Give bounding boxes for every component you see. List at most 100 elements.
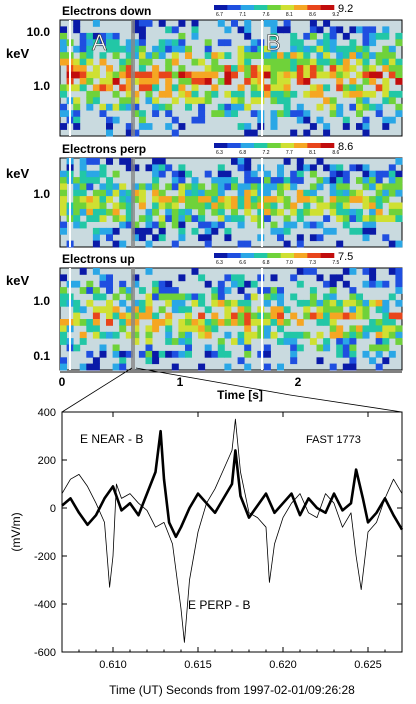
spectrogram-cell [356, 103, 363, 111]
spectrogram-cell [79, 208, 87, 216]
spectrogram-cell [132, 189, 140, 197]
spectrogram-cell [237, 103, 245, 111]
spectrogram-cell [112, 344, 120, 352]
spectrogram-cell [375, 52, 383, 59]
spectrogram-cell [356, 71, 363, 79]
spectrogram-cell [263, 52, 271, 59]
spectrogram-cell [224, 227, 232, 235]
spectrogram-cell [296, 268, 304, 275]
spectrogram-cell [145, 293, 153, 301]
spectrogram-cell [185, 97, 192, 105]
spectrogram-cell [356, 26, 363, 34]
spectrogram-cell [99, 103, 107, 111]
spectrogram-cell [362, 116, 370, 124]
spectrogram-cell [73, 177, 81, 184]
spectrogram-cell [349, 39, 357, 47]
spectrogram-cell [92, 71, 100, 79]
spectrogram-cell [132, 325, 140, 333]
spectrogram-cell [349, 363, 357, 371]
spectrogram-cell [342, 338, 350, 345]
spectrogram-cell [283, 110, 291, 117]
spectrogram-cell [60, 325, 67, 333]
spectrogram-cell [270, 274, 278, 282]
spectrogram-cell [158, 52, 166, 59]
spectrogram-cell [388, 268, 396, 275]
spectrogram-cell [119, 196, 127, 203]
colorbar-segment [227, 5, 241, 10]
spectrogram-cell [138, 183, 146, 191]
spectrogram-cell [316, 274, 324, 282]
spectrogram-cell [152, 350, 160, 358]
spectrogram-cell [395, 65, 403, 72]
spectrogram-cell [60, 90, 67, 98]
spectrogram-cell [185, 78, 192, 85]
spectrogram-cell [204, 325, 212, 333]
spectrogram-cell [145, 97, 153, 105]
spectrogram-cell [178, 20, 186, 27]
spectrogram-cell [336, 331, 344, 339]
spectrogram-cell [244, 189, 252, 197]
spectrogram-cell [375, 280, 383, 288]
spectrogram-cell [296, 52, 304, 59]
spectrogram-cell [283, 183, 291, 191]
spectrogram-cell [171, 363, 179, 371]
spectrogram-cell [165, 299, 173, 307]
spectrogram-cell [152, 319, 160, 326]
spectrogram-cell [237, 52, 245, 59]
spectrogram-cell [309, 32, 317, 40]
spectrogram-cell [171, 97, 179, 105]
spectrogram-cell [323, 45, 331, 53]
spectrogram-cell [395, 274, 403, 282]
spectrogram-cell [257, 90, 265, 98]
spectrogram-cell [132, 312, 140, 320]
spectrogram-cell [99, 58, 107, 66]
spectrogram-cell [112, 52, 120, 59]
spectrogram-cell [132, 196, 140, 203]
spectrogram-cell [158, 319, 166, 326]
spectrogram-cell [329, 97, 337, 105]
spectrogram-cell [369, 215, 377, 222]
spectrogram-cell [191, 71, 199, 79]
spectrogram-cell [178, 350, 186, 358]
spectrogram-cell [165, 319, 173, 326]
colorbar-segment [307, 143, 321, 148]
spectrogram-cell [270, 84, 278, 92]
colorbar-segment [214, 253, 228, 258]
colorbar-segment [254, 253, 268, 258]
spectrogram-cell [86, 52, 94, 59]
spectrogram-cell [198, 58, 206, 66]
spectrogram-cell [145, 20, 153, 27]
spectrogram-cell [158, 306, 166, 314]
spectrogram-cell [244, 158, 252, 165]
colorbar-segment [320, 5, 335, 10]
spec-xtick-0: 0 [59, 375, 66, 389]
spectrogram-cell [145, 325, 153, 333]
spectrogram-cell [231, 97, 238, 105]
spectrogram-cell [145, 58, 153, 66]
spectrogram-cell [165, 65, 173, 72]
colorbar-tick: 8.1 [309, 150, 316, 156]
spectrogram-cell [73, 189, 81, 197]
spectrogram-cell [250, 177, 258, 184]
spectrogram-cell [158, 103, 166, 111]
spectrogram-cell [296, 71, 304, 79]
spectrogram-cell [296, 215, 304, 222]
spectrogram-cell [362, 177, 370, 184]
spectrogram-cell [349, 306, 357, 314]
spectrogram-cell [165, 164, 173, 172]
spectrogram-cell [92, 32, 100, 40]
annotation-fast: FAST 1773 [306, 434, 361, 446]
spectrogram-cell [60, 189, 67, 197]
y-axis-label: (mV/m) [9, 512, 23, 551]
spectrogram-cell [119, 221, 127, 229]
spectrogram-cell [92, 293, 100, 301]
spectrogram-cell [86, 280, 94, 288]
spectrogram-cell [237, 274, 245, 282]
colorbar-segment [240, 143, 255, 148]
spectrogram-cell [369, 344, 377, 352]
spectrogram-cell [257, 177, 265, 184]
spectrogram-cell [362, 52, 370, 59]
spectrogram-cell [342, 116, 350, 124]
spectrogram-cell [138, 58, 146, 66]
spectrogram-cell [349, 103, 357, 111]
